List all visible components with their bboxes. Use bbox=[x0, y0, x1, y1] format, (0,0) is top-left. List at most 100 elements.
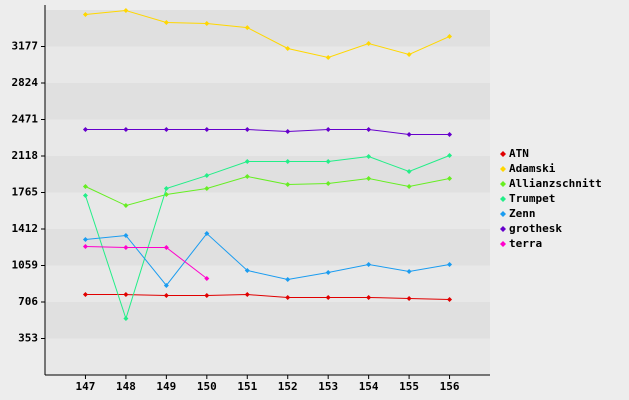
x-tick-label: 149 bbox=[156, 380, 176, 393]
legend-label: Trumpet bbox=[509, 192, 555, 205]
point bbox=[204, 173, 210, 179]
legend-marker bbox=[500, 166, 506, 172]
legend-marker bbox=[500, 211, 506, 217]
point bbox=[325, 158, 331, 164]
point bbox=[325, 181, 331, 187]
point bbox=[123, 233, 129, 239]
point bbox=[204, 231, 210, 237]
point bbox=[244, 127, 250, 133]
point bbox=[285, 128, 291, 134]
point bbox=[447, 131, 453, 137]
grid-band bbox=[45, 302, 490, 339]
x-tick-label: 147 bbox=[76, 380, 96, 393]
y-tick-label: 3177 bbox=[12, 40, 39, 53]
x-tick-label: 148 bbox=[116, 380, 136, 393]
legend-marker bbox=[500, 226, 506, 232]
legend-marker bbox=[500, 196, 506, 202]
y-tick-label: 2471 bbox=[12, 113, 39, 126]
y-tick-label: 2824 bbox=[12, 76, 39, 89]
grid-band bbox=[45, 46, 490, 83]
point bbox=[447, 33, 453, 39]
point bbox=[204, 127, 210, 133]
point bbox=[244, 292, 250, 298]
point bbox=[123, 245, 129, 251]
y-tick-label: 1059 bbox=[12, 259, 39, 272]
grid-band bbox=[45, 338, 490, 375]
point bbox=[285, 182, 291, 188]
grid-band bbox=[45, 119, 490, 156]
point bbox=[82, 184, 88, 190]
legend-label: grothesk bbox=[509, 222, 562, 235]
point bbox=[244, 25, 250, 31]
point bbox=[163, 20, 169, 26]
legend-label: terra bbox=[509, 237, 542, 250]
grid-band bbox=[45, 10, 490, 47]
point bbox=[406, 184, 412, 190]
legend-label: Allianzschnitt bbox=[509, 177, 602, 190]
point bbox=[325, 294, 331, 300]
legend-marker bbox=[500, 181, 506, 187]
point bbox=[82, 292, 88, 298]
legend-label: Adamski bbox=[509, 162, 556, 175]
point bbox=[447, 176, 453, 182]
point bbox=[82, 12, 88, 18]
point bbox=[447, 152, 453, 158]
x-tick-label: 152 bbox=[278, 380, 298, 393]
y-tick-label: 1412 bbox=[12, 222, 39, 235]
point bbox=[285, 158, 291, 164]
point bbox=[163, 292, 169, 298]
grid-band bbox=[45, 265, 490, 302]
point bbox=[406, 131, 412, 137]
point bbox=[285, 276, 291, 282]
point bbox=[285, 45, 291, 51]
legend-marker bbox=[500, 151, 506, 157]
point bbox=[163, 245, 169, 251]
point bbox=[406, 169, 412, 175]
point bbox=[406, 295, 412, 301]
point bbox=[163, 282, 169, 288]
point bbox=[406, 51, 412, 57]
point bbox=[366, 294, 372, 300]
x-tick-label: 154 bbox=[359, 380, 379, 393]
point bbox=[244, 158, 250, 164]
legend-marker bbox=[500, 241, 506, 247]
series-line bbox=[85, 175, 450, 207]
point bbox=[447, 297, 453, 303]
point bbox=[366, 41, 372, 47]
point bbox=[325, 127, 331, 133]
point bbox=[366, 154, 372, 160]
point bbox=[82, 237, 88, 243]
point bbox=[82, 243, 88, 249]
point bbox=[82, 127, 88, 133]
x-tick-label: 150 bbox=[197, 380, 217, 393]
point bbox=[244, 267, 250, 273]
point bbox=[366, 261, 372, 267]
grid-band bbox=[45, 156, 490, 193]
legend-label: ATN bbox=[509, 147, 529, 160]
series-line bbox=[85, 294, 450, 301]
point bbox=[204, 21, 210, 27]
point bbox=[204, 292, 210, 298]
point bbox=[123, 127, 129, 133]
x-tick-label: 153 bbox=[318, 380, 338, 393]
series-line bbox=[85, 129, 450, 135]
point bbox=[204, 185, 210, 191]
x-tick-label: 151 bbox=[237, 380, 257, 393]
point bbox=[123, 316, 129, 322]
point bbox=[123, 8, 129, 14]
series-line bbox=[85, 10, 450, 58]
y-tick-label: 2118 bbox=[12, 149, 39, 162]
point bbox=[285, 294, 291, 300]
point bbox=[325, 270, 331, 276]
point bbox=[244, 173, 250, 179]
x-tick-label: 155 bbox=[399, 380, 419, 393]
point bbox=[406, 268, 412, 274]
series-line bbox=[85, 232, 450, 287]
y-tick-label: 706 bbox=[18, 295, 38, 308]
y-tick-label: 1765 bbox=[12, 186, 39, 199]
grid-band bbox=[45, 83, 490, 120]
series-line bbox=[85, 245, 208, 279]
point bbox=[366, 176, 372, 182]
series-line bbox=[84, 155, 450, 321]
